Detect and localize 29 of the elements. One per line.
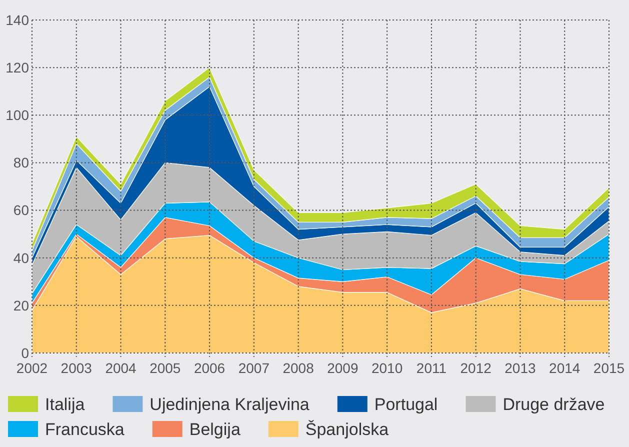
y-tick-label: 40	[13, 250, 30, 266]
x-tick-label: 2009	[327, 360, 358, 376]
y-tick-label: 120	[6, 59, 30, 76]
legend-label: Portugal	[374, 394, 438, 414]
x-tick-label: 2011	[416, 360, 447, 376]
y-tick-label: 20	[13, 297, 30, 314]
x-tick-label: 2013	[504, 360, 536, 376]
x-tick-label: 2008	[282, 360, 314, 376]
legend-label: Belgija	[189, 420, 241, 439]
x-tick-label: 2010	[372, 360, 403, 376]
y-tick-label: 100	[6, 107, 30, 124]
y-tick-label: 60	[13, 202, 30, 218]
x-tick-label: 2005	[150, 360, 181, 376]
legend-label: Ujedinjena Kraljevina	[150, 394, 310, 414]
y-tick-label: 0	[21, 344, 30, 361]
x-tick-label: 2004	[105, 360, 137, 376]
x-tick-label: 2014	[549, 360, 580, 376]
x-tick-label: 2006	[194, 360, 226, 376]
legend-label: Druge države	[502, 394, 605, 414]
x-tick-label: 2012	[460, 360, 492, 376]
legend-label: Francuska	[45, 420, 125, 439]
x-tick-label: 2002	[16, 360, 48, 376]
x-tick-label: 2007	[238, 360, 270, 376]
y-tick-label: 140	[6, 12, 30, 28]
x-tick-label: 2015	[593, 360, 625, 376]
legend-label: Španjolska	[305, 420, 390, 439]
legend-label: Italija	[45, 394, 86, 414]
y-tick-label: 80	[13, 154, 30, 171]
x-tick-label: 2003	[60, 360, 92, 376]
